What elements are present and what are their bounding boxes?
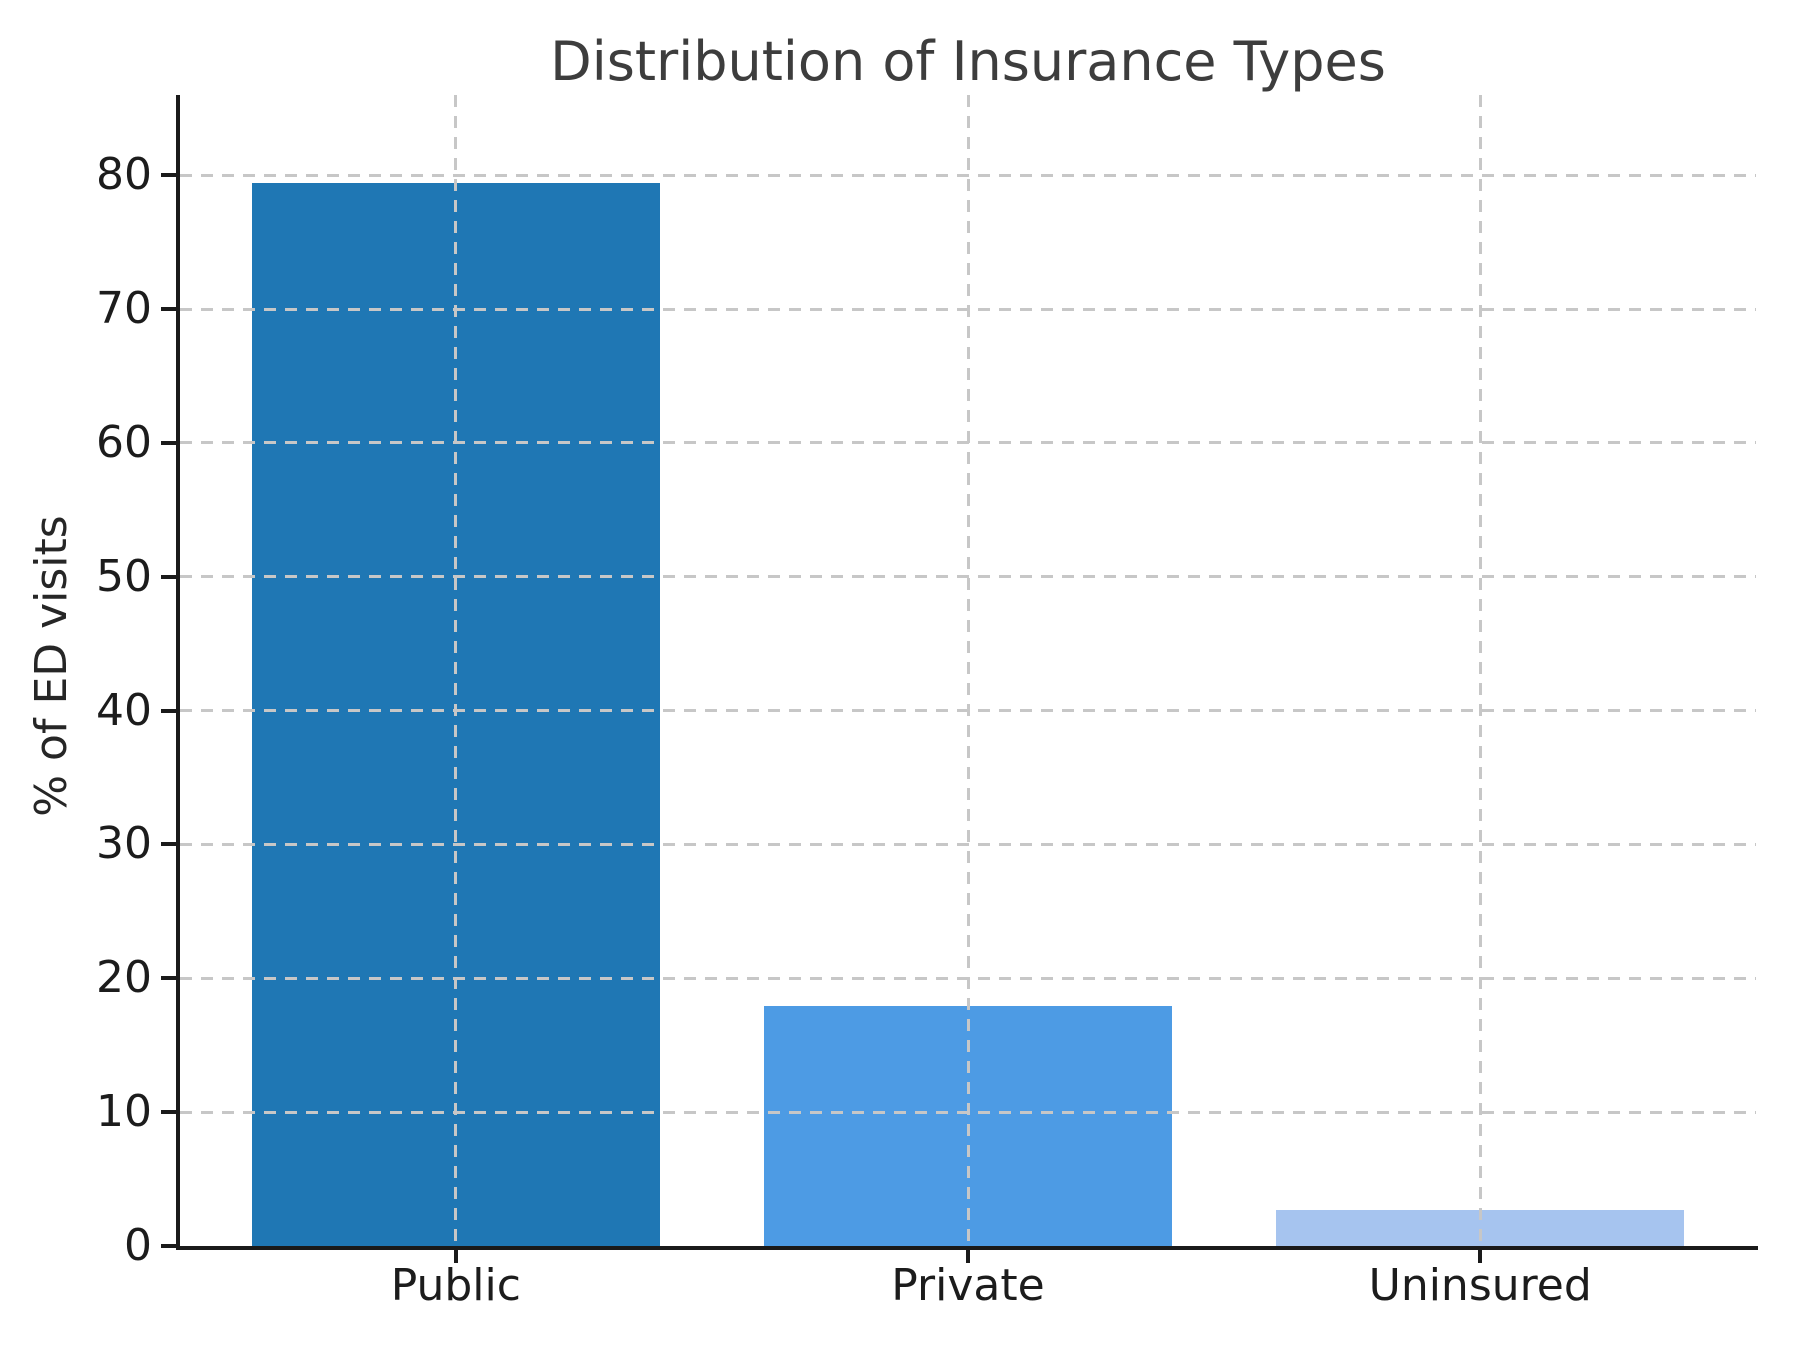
y-tick-30 xyxy=(161,842,176,847)
y-tick-60 xyxy=(161,440,176,445)
vertical-gridline-public xyxy=(454,95,458,1246)
y-tick-label-30: 30 xyxy=(96,818,152,870)
y-axis-spine xyxy=(176,95,180,1250)
y-tick-10 xyxy=(161,1110,176,1115)
vertical-gridline-private xyxy=(966,95,970,1246)
y-tick-40 xyxy=(161,708,176,713)
x-tick-public xyxy=(453,1250,458,1263)
y-tick-label-60: 60 xyxy=(96,416,152,468)
x-tick-label-public: Public xyxy=(390,1260,521,1311)
y-tick-label-50: 50 xyxy=(96,550,152,602)
x-tick-label-uninsured: Uninsured xyxy=(1368,1260,1592,1311)
y-tick-20 xyxy=(161,976,176,981)
y-tick-label-80: 80 xyxy=(96,149,152,201)
y-tick-label-70: 70 xyxy=(96,283,152,335)
y-tick-label-20: 20 xyxy=(96,952,152,1004)
y-tick-50 xyxy=(161,574,176,579)
y-tick-80 xyxy=(161,173,176,178)
x-tick-uninsured xyxy=(1478,1250,1483,1263)
chart-title: Distribution of Insurance Types xyxy=(550,30,1386,93)
plot-area xyxy=(180,95,1756,1246)
y-tick-label-0: 0 xyxy=(124,1220,152,1271)
vertical-gridline-uninsured xyxy=(1478,95,1482,1246)
x-tick-private xyxy=(966,1250,970,1263)
y-tick-0 xyxy=(161,1244,176,1248)
x-tick-label-private: Private xyxy=(891,1260,1045,1311)
y-tick-label-40: 40 xyxy=(96,684,152,736)
x-axis-spine xyxy=(176,1246,1758,1250)
y-tick-70 xyxy=(161,307,176,312)
y-tick-label-10: 10 xyxy=(96,1086,152,1138)
